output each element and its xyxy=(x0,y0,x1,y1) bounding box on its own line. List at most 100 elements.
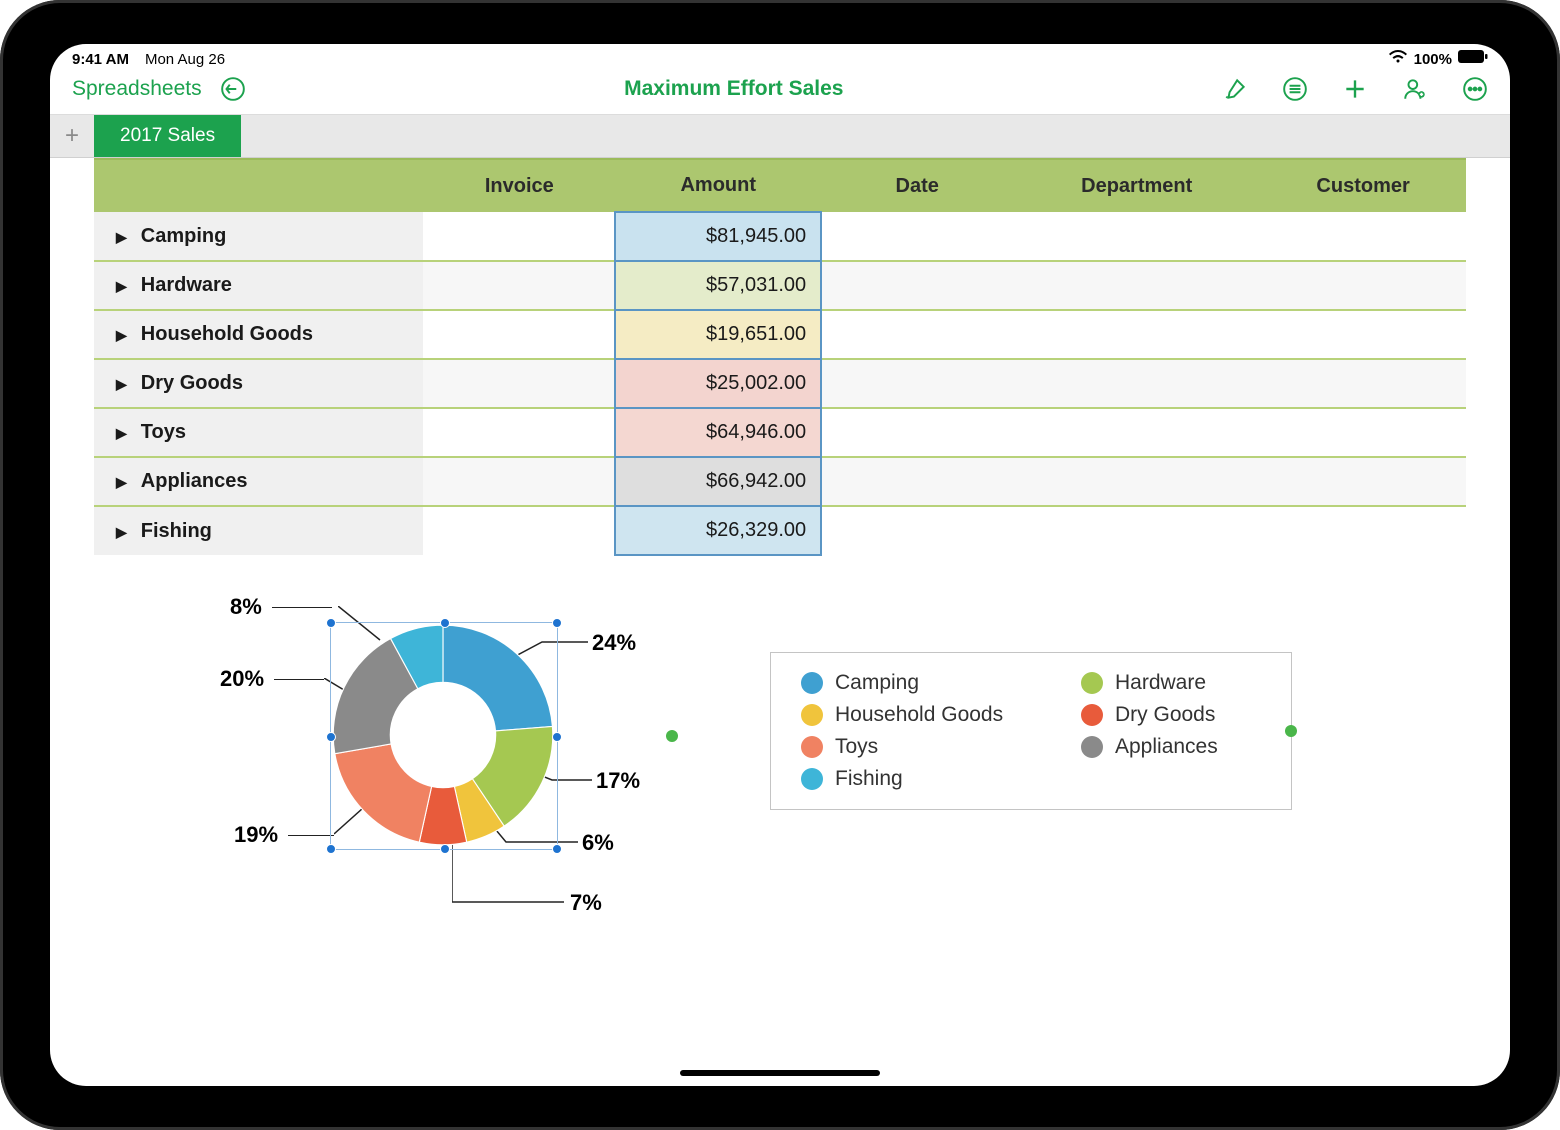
chart-selection-box[interactable] xyxy=(330,622,558,850)
donut-slice[interactable] xyxy=(443,625,552,731)
customer-cell[interactable] xyxy=(1260,457,1466,506)
expand-icon[interactable]: ▶ xyxy=(116,376,127,393)
invoice-cell[interactable] xyxy=(423,310,615,359)
format-icon[interactable] xyxy=(1282,76,1308,102)
customer-cell[interactable] xyxy=(1260,359,1466,408)
expand-icon[interactable]: ▶ xyxy=(116,327,127,344)
selection-handle[interactable] xyxy=(440,844,450,854)
th-blank[interactable] xyxy=(94,159,423,212)
invoice-cell[interactable] xyxy=(423,212,615,261)
category-cell[interactable]: ▶Household Goods xyxy=(94,310,423,359)
expand-icon[interactable]: ▶ xyxy=(116,278,127,295)
donut-chart-container[interactable]: 8% 24% 20% 17% 19% xyxy=(220,590,670,960)
legend-item[interactable]: Fishing xyxy=(801,767,1061,791)
department-cell[interactable] xyxy=(1013,359,1260,408)
expand-icon[interactable]: ▶ xyxy=(116,425,127,442)
legend-handle-left[interactable] xyxy=(666,730,678,742)
customer-cell[interactable] xyxy=(1260,310,1466,359)
legend-item[interactable]: Toys xyxy=(801,735,1061,759)
table-row[interactable]: ▶Appliances $66,942.00 xyxy=(94,457,1466,506)
date-cell[interactable] xyxy=(821,408,1013,457)
document-title[interactable]: Maximum Effort Sales xyxy=(624,77,843,100)
legend-item[interactable] xyxy=(1081,767,1261,791)
table-row[interactable]: ▶Toys $64,946.00 xyxy=(94,408,1466,457)
selection-handle[interactable] xyxy=(326,844,336,854)
selection-handle[interactable] xyxy=(552,618,562,628)
department-cell[interactable] xyxy=(1013,506,1260,555)
category-cell[interactable]: ▶Camping xyxy=(94,212,423,261)
department-cell[interactable] xyxy=(1013,310,1260,359)
table-row[interactable]: ▶Hardware $57,031.00 xyxy=(94,261,1466,310)
amount-cell[interactable]: $19,651.00 xyxy=(615,310,821,359)
th-invoice[interactable]: Invoice xyxy=(423,159,615,212)
sheet-tab-active[interactable]: 2017 Sales xyxy=(94,115,241,157)
selection-handle[interactable] xyxy=(440,618,450,628)
invoice-cell[interactable] xyxy=(423,506,615,555)
th-department[interactable]: Department xyxy=(1013,159,1260,212)
add-icon[interactable] xyxy=(1342,76,1368,102)
selection-handle[interactable] xyxy=(552,844,562,854)
selection-handle[interactable] xyxy=(326,618,336,628)
expand-icon[interactable]: ▶ xyxy=(116,474,127,491)
amount-cell[interactable]: $64,946.00 xyxy=(615,408,821,457)
customer-cell[interactable] xyxy=(1260,506,1466,555)
table-row[interactable]: ▶Camping $81,945.00 xyxy=(94,212,1466,261)
sales-table[interactable]: Invoice Amount Date Department Customer … xyxy=(94,158,1466,556)
legend-item[interactable]: Dry Goods xyxy=(1081,703,1261,727)
legend-item[interactable]: Camping xyxy=(801,671,1061,695)
add-sheet-button[interactable]: + xyxy=(50,116,94,156)
undo-icon[interactable] xyxy=(220,76,246,102)
department-cell[interactable] xyxy=(1013,212,1260,261)
th-customer[interactable]: Customer xyxy=(1260,159,1466,212)
category-cell[interactable]: ▶Hardware xyxy=(94,261,423,310)
brush-icon[interactable] xyxy=(1222,76,1248,102)
customer-cell[interactable] xyxy=(1260,261,1466,310)
legend-item[interactable]: Appliances xyxy=(1081,735,1261,759)
collaborate-icon[interactable] xyxy=(1402,76,1428,102)
invoice-cell[interactable] xyxy=(423,261,615,310)
department-cell[interactable] xyxy=(1013,408,1260,457)
selection-handle[interactable] xyxy=(552,732,562,742)
expand-icon[interactable]: ▶ xyxy=(116,524,127,541)
date-cell[interactable] xyxy=(821,310,1013,359)
legend-item[interactable]: Household Goods xyxy=(801,703,1061,727)
donut-chart[interactable] xyxy=(331,623,555,847)
date-cell[interactable] xyxy=(821,261,1013,310)
invoice-cell[interactable] xyxy=(423,457,615,506)
amount-cell[interactable]: $66,942.00 xyxy=(615,457,821,506)
date-cell[interactable] xyxy=(821,457,1013,506)
category-cell[interactable]: ▶Toys xyxy=(94,408,423,457)
date-cell[interactable] xyxy=(821,506,1013,555)
donut-slice[interactable] xyxy=(335,744,432,842)
customer-cell[interactable] xyxy=(1260,408,1466,457)
chart-legend[interactable]: Camping Hardware Household Goods Dry Goods T… xyxy=(770,652,1292,810)
expand-icon[interactable]: ▶ xyxy=(116,229,127,246)
category-cell[interactable]: ▶Fishing xyxy=(94,506,423,555)
department-cell[interactable] xyxy=(1013,457,1260,506)
battery-icon xyxy=(1458,50,1488,68)
department-cell[interactable] xyxy=(1013,261,1260,310)
amount-cell[interactable]: $57,031.00 xyxy=(615,261,821,310)
legend-item[interactable]: Hardware xyxy=(1081,671,1261,695)
home-indicator[interactable] xyxy=(680,1070,880,1076)
amount-cell[interactable]: $26,329.00 xyxy=(615,506,821,555)
legend-handle-right[interactable] xyxy=(1285,725,1297,737)
more-icon[interactable] xyxy=(1462,76,1488,102)
invoice-cell[interactable] xyxy=(423,408,615,457)
selection-handle[interactable] xyxy=(326,732,336,742)
table-row[interactable]: ▶Dry Goods $25,002.00 xyxy=(94,359,1466,408)
th-amount[interactable]: Amount xyxy=(615,159,821,212)
table-row[interactable]: ▶Fishing $26,329.00 xyxy=(94,506,1466,555)
back-button[interactable]: Spreadsheets xyxy=(72,77,202,101)
customer-cell[interactable] xyxy=(1260,212,1466,261)
table-row[interactable]: ▶Household Goods $19,651.00 xyxy=(94,310,1466,359)
category-cell[interactable]: ▶Appliances xyxy=(94,457,423,506)
date-cell[interactable] xyxy=(821,212,1013,261)
date-cell[interactable] xyxy=(821,359,1013,408)
table-header-row[interactable]: Invoice Amount Date Department Customer xyxy=(94,159,1466,212)
amount-cell[interactable]: $81,945.00 xyxy=(615,212,821,261)
amount-cell[interactable]: $25,002.00 xyxy=(615,359,821,408)
th-date[interactable]: Date xyxy=(821,159,1013,212)
category-cell[interactable]: ▶Dry Goods xyxy=(94,359,423,408)
invoice-cell[interactable] xyxy=(423,359,615,408)
